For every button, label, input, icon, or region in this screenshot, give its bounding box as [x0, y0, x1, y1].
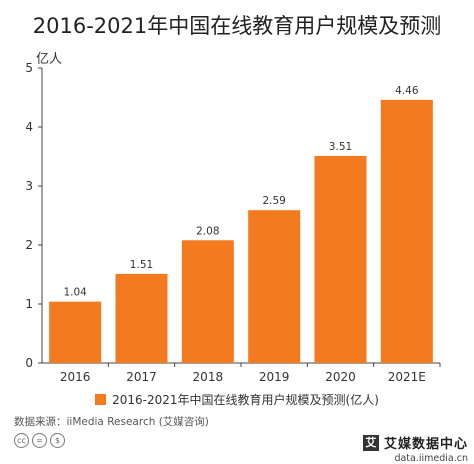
- x-tick-label: 2019: [259, 370, 290, 384]
- bar: [314, 155, 367, 363]
- x-tick-label: 2016: [60, 370, 91, 384]
- equal-icon: =: [32, 433, 47, 448]
- cc-icon: cc: [14, 433, 29, 448]
- x-tick-label: 2020: [325, 370, 356, 384]
- data-label: 3.51: [329, 141, 352, 153]
- license-icons: cc = $: [14, 433, 65, 448]
- bar: [49, 301, 102, 363]
- brand-url: data.iimedia.cn: [394, 453, 468, 464]
- data-label: 1.51: [130, 259, 153, 271]
- data-label: 2.59: [262, 195, 285, 207]
- y-tick-label: 0: [25, 356, 33, 370]
- bar: [248, 210, 301, 363]
- source-note: 数据来源：iiMedia Research (艾媒咨询): [14, 416, 209, 428]
- bar: [181, 240, 234, 363]
- data-label: 2.08: [196, 225, 219, 237]
- bar: [115, 273, 168, 363]
- x-tick-label: 2018: [193, 370, 224, 384]
- noncommercial-icon: $: [50, 433, 65, 448]
- y-tick-label: 4: [25, 120, 33, 134]
- legend-swatch: [95, 394, 107, 405]
- y-tick-label: 3: [25, 179, 33, 193]
- bar-chart: 0 1 2 3 4 5 1.04 2016 1.51 2017 2.08 2018 2.59 2019 3.…: [25, 61, 441, 384]
- bar: [380, 99, 433, 364]
- legend-label: 2016-2021年中国在线教育用户规模及预测(亿人): [112, 393, 379, 407]
- legend: 2016-2021年中国在线教育用户规模及预测(亿人): [0, 391, 474, 408]
- brand-logo: 艾 艾媒数据中心 data.iimedia.cn: [362, 432, 468, 464]
- brand-mark-icon: 艾: [362, 434, 379, 451]
- y-tick-label: 5: [25, 61, 33, 75]
- y-tick-label: 2: [25, 238, 33, 252]
- data-label: 4.46: [395, 85, 419, 97]
- y-tick-label: 1: [25, 297, 33, 311]
- x-tick-label: 2021E: [388, 370, 426, 384]
- brand-name: 艾媒数据中心: [383, 437, 468, 452]
- y-axis-unit-label: 亿人: [36, 52, 63, 67]
- x-tick-label: 2017: [126, 370, 157, 384]
- chart-title: 2016-2021年中国在线教育用户规模及预测: [32, 14, 442, 38]
- data-label: 1.04: [63, 287, 87, 299]
